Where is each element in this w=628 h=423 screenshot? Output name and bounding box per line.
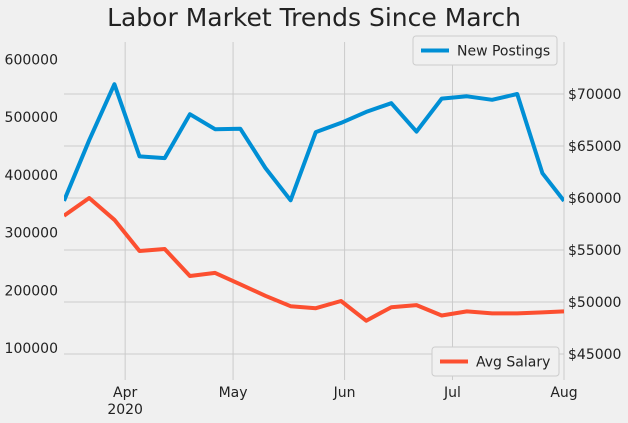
x-axis-tick-label: May bbox=[219, 385, 248, 401]
series-line-avg-salary bbox=[64, 196, 564, 323]
right-axis-tick-label: $60000 bbox=[568, 191, 621, 207]
right-axis-tick-label: $65000 bbox=[568, 139, 621, 155]
series-layer bbox=[64, 82, 564, 323]
x-axis-tick-label: Apr bbox=[113, 385, 137, 401]
left-axis-tick-label: 200000 bbox=[5, 283, 58, 299]
right-axis-ticks: $45000 $50000 $55000 $60000 $65000 $70000 bbox=[568, 87, 621, 363]
left-axis-tick-label: 300000 bbox=[5, 226, 58, 242]
right-axis-tick-label: $45000 bbox=[568, 347, 621, 363]
left-axis-tick-label: 400000 bbox=[5, 168, 58, 184]
legend-label: Avg Salary bbox=[476, 355, 550, 371]
left-axis-tick-label: 600000 bbox=[5, 52, 58, 68]
chart-title: Labor Market Trends Since March bbox=[107, 3, 521, 32]
right-axis-tick-label: $50000 bbox=[568, 295, 621, 311]
x-axis-tick-label: Aug bbox=[550, 385, 577, 401]
right-axis-tick-label: $70000 bbox=[568, 87, 621, 103]
x-axis-tick-label: Jun bbox=[333, 385, 356, 401]
x-axis-tick-label: Jul bbox=[443, 385, 461, 401]
legend-frame bbox=[412, 35, 558, 66]
legend-avg-salary: Avg Salary bbox=[431, 346, 560, 377]
legend-frame bbox=[431, 346, 560, 377]
left-axis-ticks: 100000 200000 300000 400000 500000 600000 bbox=[5, 52, 58, 357]
left-axis-tick-label: 100000 bbox=[5, 341, 58, 357]
x-axis-tick-sublabel: 2020 bbox=[107, 402, 143, 418]
series-line-new-postings bbox=[64, 82, 564, 203]
right-axis-tick-label: $55000 bbox=[568, 243, 621, 259]
left-axis-tick-label: 500000 bbox=[5, 110, 58, 126]
legend-new-postings: New Postings bbox=[412, 35, 558, 66]
legend-label: New Postings bbox=[457, 44, 550, 60]
